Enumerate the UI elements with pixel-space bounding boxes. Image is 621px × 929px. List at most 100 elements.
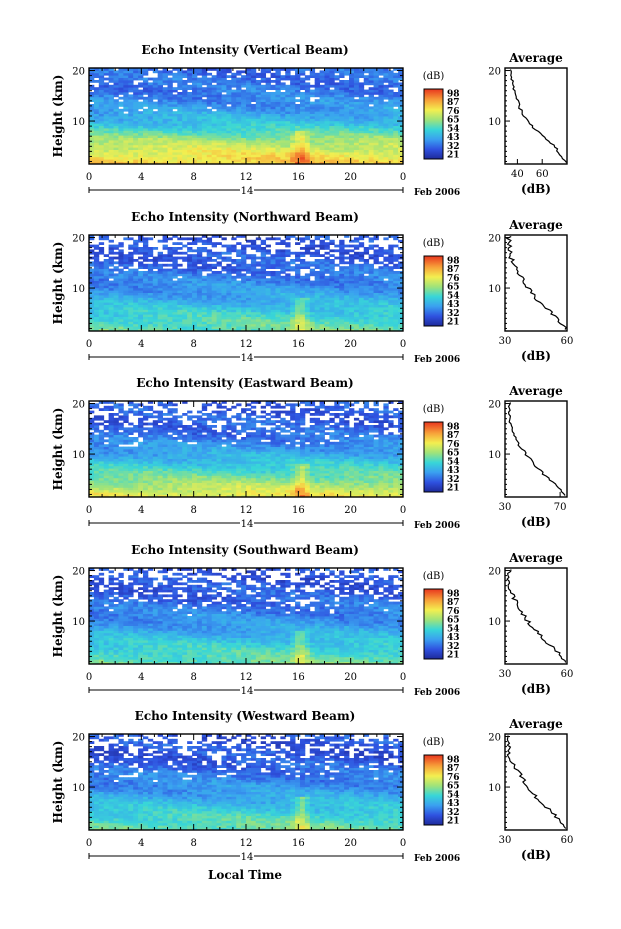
heatmap-cell	[299, 152, 306, 155]
heatmap-cell	[304, 287, 311, 291]
heatmap-cell	[290, 275, 296, 279]
heatmap-cell	[187, 96, 193, 100]
heatmap-cell	[128, 328, 134, 332]
heatmap-cell	[260, 116, 267, 119]
heatmap-cell	[231, 92, 237, 95]
heatmap-cell	[353, 314, 360, 317]
heatmap-cell	[108, 70, 114, 74]
heatmap-cell	[177, 77, 183, 81]
heatmap-cell	[152, 137, 159, 141]
heatmap-cell	[216, 96, 222, 100]
heatmap-cell	[334, 263, 340, 267]
heatmap-cell	[246, 135, 252, 138]
heatmap-cell	[138, 75, 144, 78]
heatmap-cell	[192, 319, 198, 322]
heatmap-cell	[182, 273, 188, 277]
heatmap-cell	[241, 154, 247, 158]
heatmap-cell	[231, 266, 237, 269]
heatmap-cell	[241, 321, 247, 325]
heatmap-cell	[353, 297, 360, 301]
heatmap-cell	[250, 108, 257, 112]
heatmap-cell	[349, 328, 355, 332]
heatmap-cell	[152, 120, 159, 124]
heatmap-cell	[211, 271, 217, 274]
heatmap-cell	[128, 299, 134, 303]
heatmap-cell	[319, 280, 325, 284]
heatmap-cell	[118, 159, 124, 162]
heatmap-cell	[192, 242, 198, 245]
heatmap-cell	[226, 319, 232, 322]
heatmap-cell	[177, 96, 183, 100]
heatmap-cell	[192, 92, 198, 95]
heatmap-cell	[324, 280, 330, 284]
heatmap-cell	[187, 316, 193, 320]
heatmap-cell	[299, 99, 306, 102]
heatmap-cell	[250, 280, 257, 284]
heatmap-cell	[113, 142, 119, 146]
heatmap-cell	[275, 266, 281, 269]
heatmap-cell	[349, 266, 355, 269]
heatmap-cell	[363, 316, 370, 320]
heatmap-cell	[260, 280, 267, 284]
heatmap-cell	[280, 94, 286, 98]
heatmap-cell	[339, 140, 345, 143]
heatmap-cell	[250, 89, 257, 93]
heatmap-cell	[344, 316, 350, 320]
heatmap-cell	[201, 135, 208, 138]
heatmap-cell	[142, 295, 149, 298]
heatmap-cell	[270, 285, 276, 289]
heatmap-cell	[98, 316, 105, 320]
heatmap-cell	[216, 275, 222, 279]
x-tick-label: 4	[138, 172, 144, 183]
heatmap-cell	[304, 297, 311, 301]
heatmap-cell	[187, 268, 193, 272]
heatmap-cell	[241, 297, 247, 301]
heatmap-cell	[398, 319, 404, 322]
heatmap-cell	[113, 256, 119, 260]
heatmap-cell	[378, 314, 384, 317]
heatmap-cell	[393, 244, 399, 248]
heatmap-cell	[128, 273, 134, 277]
heatmap-cell	[138, 278, 144, 281]
heatmap-cell	[339, 323, 345, 327]
heatmap-cell	[349, 316, 355, 320]
heatmap-cell	[349, 161, 355, 165]
heatmap-cell	[221, 94, 227, 98]
heatmap-cell	[285, 287, 291, 291]
heatmap-cell	[231, 307, 237, 310]
heatmap-cell	[93, 125, 100, 129]
heatmap-cell	[123, 271, 129, 274]
heatmap-cell	[216, 254, 222, 257]
heatmap-cell	[241, 247, 247, 250]
heatmap-cell	[206, 84, 213, 88]
heatmap-cell	[304, 132, 311, 136]
heatmap-cell	[167, 96, 173, 100]
heatmap-cell	[98, 72, 105, 76]
heatmap-cell	[118, 242, 124, 245]
heatmap-cell	[157, 137, 163, 141]
heatmap-cell	[138, 125, 144, 129]
heatmap-cell	[142, 321, 149, 325]
heatmap-cell	[329, 319, 335, 322]
heatmap-cell	[349, 142, 355, 146]
heatmap-cell	[260, 130, 267, 134]
heatmap-cell	[339, 92, 345, 95]
heatmap-cell	[255, 130, 262, 134]
heatmap-cell	[113, 268, 119, 272]
heatmap-cell	[368, 161, 374, 165]
heatmap-cell	[393, 82, 399, 86]
heatmap-cell	[226, 268, 232, 272]
heatmap-cell	[206, 278, 213, 281]
heatmap-cell	[260, 132, 267, 136]
heatmap-cell	[226, 290, 232, 293]
heatmap-cell	[206, 287, 213, 291]
heatmap-cell	[231, 159, 237, 162]
heatmap-cell	[393, 494, 399, 498]
heatmap-cell	[334, 118, 340, 122]
heatmap-cell	[236, 94, 242, 98]
heatmap-cell	[128, 130, 134, 134]
heatmap-cell	[147, 140, 154, 143]
heatmap-cell	[314, 261, 320, 265]
heatmap-cell	[314, 297, 320, 301]
heatmap-cell	[383, 72, 389, 76]
